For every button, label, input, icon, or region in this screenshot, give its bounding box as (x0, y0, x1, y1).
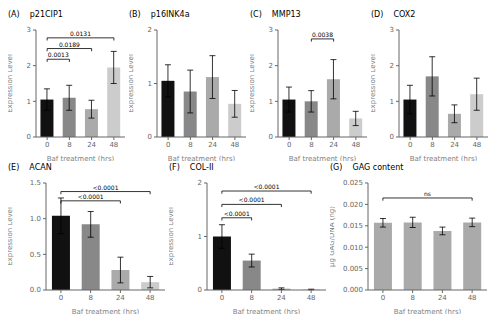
svg-text:24: 24 (208, 141, 217, 149)
svg-text:Baf treatment (hrs): Baf treatment (hrs) (289, 155, 357, 161)
svg-text:2: 2 (269, 62, 273, 70)
svg-text:ns: ns (424, 190, 431, 197)
html-text:p16INK4a: p16INK4a (150, 10, 190, 19)
svg-text:8: 8 (67, 141, 71, 149)
html-text:COX2: COX2 (393, 10, 416, 19)
svg-text:Expression Level: Expression Level (169, 207, 175, 266)
svg-text:Expression Level: Expression Level (8, 207, 14, 266)
html-text:(B): (B) (129, 10, 141, 19)
svg-text:Baf treatment (hrs): Baf treatment (hrs) (47, 155, 115, 161)
html-text:(C): (C) (250, 10, 262, 19)
html-text:ACAN: ACAN (29, 163, 52, 172)
svg-text:1: 1 (198, 233, 202, 241)
svg-text:48: 48 (230, 141, 239, 149)
svg-text:2: 2 (27, 62, 31, 70)
svg-text:Baf treatment (hrs): Baf treatment (hrs) (72, 308, 140, 314)
html-text:(A): (A) (8, 10, 20, 19)
svg-text:0: 0 (381, 294, 385, 302)
html-text:(D): (D) (371, 10, 384, 19)
html-text:(E): (E) (8, 163, 20, 172)
svg-text:0: 0 (287, 141, 291, 149)
svg-text:8: 8 (88, 294, 92, 302)
svg-text:3: 3 (390, 26, 394, 34)
svg-text:0: 0 (408, 141, 412, 149)
svg-text:1: 1 (390, 98, 394, 106)
html-text:GAG content: GAG content (352, 163, 404, 172)
svg-text:1: 1 (148, 80, 152, 88)
svg-text:0.020: 0.020 (343, 201, 363, 209)
svg-text:24: 24 (450, 141, 459, 149)
svg-text:0.025: 0.025 (343, 179, 363, 187)
svg-text:48: 48 (472, 141, 481, 149)
svg-text:Baf treatment (hrs): Baf treatment (hrs) (233, 308, 301, 314)
svg-text:24: 24 (87, 141, 96, 149)
svg-text:<0.0001: <0.0001 (253, 183, 279, 190)
svg-text:Baf treatment (hrs): Baf treatment (hrs) (410, 155, 478, 161)
svg-text:2: 2 (148, 26, 152, 34)
svg-text:48: 48 (109, 141, 118, 149)
svg-text:0.0131: 0.0131 (70, 30, 91, 37)
svg-text:0.5: 0.5 (30, 251, 41, 259)
svg-text:24: 24 (116, 294, 125, 302)
svg-text:0.0038: 0.0038 (312, 31, 333, 38)
svg-text:<0.0001: <0.0001 (239, 196, 265, 203)
svg-text:48: 48 (351, 141, 360, 149)
svg-text:μg GAG/DNA (ng): μg GAG/DNA (ng) (330, 206, 336, 267)
svg-text:0.0013: 0.0013 (48, 51, 69, 58)
svg-text:3: 3 (27, 26, 31, 34)
svg-text:0: 0 (148, 133, 152, 141)
svg-text:0: 0 (59, 294, 63, 302)
svg-text:8: 8 (309, 141, 313, 149)
html-text:(G): (G) (330, 163, 343, 172)
svg-text:Expression Level: Expression Level (371, 54, 377, 113)
svg-text:0.005: 0.005 (343, 265, 363, 273)
svg-text:1: 1 (27, 98, 31, 106)
svg-text:0.000: 0.000 (343, 286, 363, 294)
svg-text:Expression Level: Expression Level (250, 54, 256, 113)
svg-text:0: 0 (27, 133, 31, 141)
svg-text:<0.0001: <0.0001 (92, 184, 118, 191)
svg-text:48: 48 (146, 294, 155, 302)
svg-text:24: 24 (277, 294, 286, 302)
svg-text:0: 0 (390, 133, 394, 141)
svg-text:0.0: 0.0 (30, 286, 41, 294)
svg-text:0: 0 (220, 294, 224, 302)
svg-text:2: 2 (198, 179, 202, 187)
svg-text:0: 0 (198, 286, 202, 294)
svg-text:<0.0001: <0.0001 (224, 210, 250, 217)
svg-text:8: 8 (188, 141, 192, 149)
svg-text:2: 2 (390, 62, 394, 70)
svg-text:0: 0 (269, 133, 273, 141)
svg-text:Baf treatment (hrs): Baf treatment (hrs) (394, 308, 462, 314)
svg-text:0.010: 0.010 (343, 244, 363, 252)
svg-text:0: 0 (45, 141, 49, 149)
svg-text:1.5: 1.5 (30, 179, 41, 187)
svg-text:24: 24 (438, 294, 447, 302)
svg-text:48: 48 (468, 294, 477, 302)
svg-text:48: 48 (307, 294, 316, 302)
svg-text:Expression Level: Expression Level (129, 54, 135, 113)
svg-text:1.0: 1.0 (30, 215, 41, 223)
svg-text:8: 8 (430, 141, 434, 149)
svg-text:0: 0 (166, 141, 170, 149)
html-text:MMP13: MMP13 (271, 10, 301, 19)
svg-text:Expression Level: Expression Level (8, 54, 14, 113)
svg-text:Baf treatment (hrs): Baf treatment (hrs) (168, 155, 236, 161)
svg-text:8: 8 (410, 294, 414, 302)
svg-text:<0.0001: <0.0001 (78, 193, 104, 200)
svg-text:8: 8 (249, 294, 253, 302)
html-text:(F): (F) (169, 163, 180, 172)
html-text:COL-II: COL-II (189, 163, 214, 172)
svg-text:24: 24 (329, 141, 338, 149)
svg-text:0.015: 0.015 (343, 222, 363, 230)
html-text:p21CIP1: p21CIP1 (29, 10, 63, 19)
svg-text:3: 3 (269, 26, 273, 34)
svg-text:1: 1 (269, 98, 273, 106)
svg-text:0.0189: 0.0189 (59, 41, 80, 48)
